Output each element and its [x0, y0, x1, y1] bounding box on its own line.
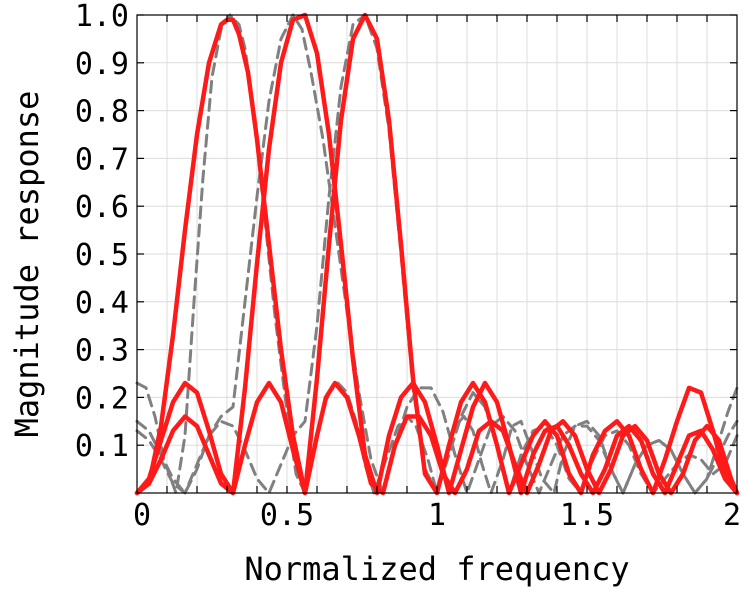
tick-labels: 0 0.5 1 1.5 2 0.1 0.2 0.3 0.4 0.5 0.6 0.7 0.8 0.9 1.0	[75, 0, 741, 533]
x-tick-label: 2	[723, 498, 741, 533]
reference-curve-1	[135, 13, 739, 495]
x-tick-label: 0.5	[260, 498, 314, 533]
x-tick-label: 0	[133, 498, 151, 533]
y-tick-label: 0.7	[75, 142, 129, 177]
y-tick-label: 0.8	[75, 95, 129, 130]
y-tick-label: 0.5	[75, 238, 129, 273]
x-tick-label: 1.5	[560, 498, 614, 533]
reference-curve-2	[135, 13, 739, 495]
x-axis-label: Normalized frequency	[244, 550, 629, 588]
y-tick-label: 1.0	[75, 0, 129, 34]
grid	[137, 14, 737, 493]
y-tick-label: 0.4	[75, 286, 129, 321]
response-curve-5	[134, 12, 740, 496]
y-tick-label: 0.9	[75, 47, 129, 82]
y-tick-label: 0.1	[75, 429, 129, 464]
axis-ticks	[137, 14, 737, 493]
response-curve-4	[134, 17, 740, 496]
y-axis-label: Magnitude response	[8, 91, 46, 438]
series-layer	[134, 12, 740, 496]
y-tick-label: 0.6	[75, 190, 129, 225]
y-tick-label: 0.2	[75, 381, 129, 416]
x-tick-label: 1	[428, 498, 446, 533]
y-tick-label: 0.3	[75, 334, 129, 369]
